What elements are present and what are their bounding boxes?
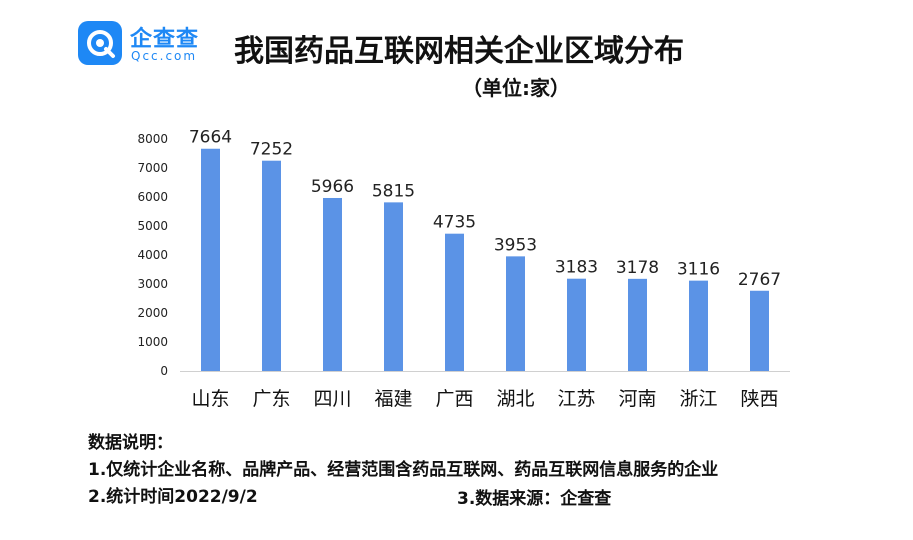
x-tick-label: 广东 — [252, 388, 290, 410]
notes-line-3: 3.数据来源：企查查 — [457, 489, 612, 509]
magnifier-q-icon — [78, 21, 122, 65]
data-notes: 数据说明： 1.仅统计企业名称、品牌产品、经营范围含药品互联网、药品互联网信息服… — [88, 430, 718, 511]
y-tick-label: 1000 — [137, 335, 168, 349]
data-label: 5815 — [372, 181, 415, 201]
y-tick-label: 3000 — [137, 277, 168, 291]
bar — [750, 290, 769, 371]
data-label: 4735 — [433, 213, 476, 233]
logo-domain: Qcc.com — [131, 49, 198, 63]
bar — [384, 202, 403, 371]
data-label: 3178 — [616, 258, 659, 278]
data-label: 7252 — [250, 140, 293, 160]
qcc-logo: 企查查 Qcc.com — [78, 18, 218, 68]
data-label: 3116 — [677, 260, 720, 280]
logo-name: 企查查 — [130, 27, 200, 52]
notes-heading: 数据说明： — [88, 433, 173, 453]
data-label: 5966 — [311, 177, 354, 197]
x-tick-label: 山东 — [191, 388, 229, 410]
bar — [445, 233, 464, 371]
x-tick-label: 四川 — [313, 388, 351, 410]
notes-line-1: 1.仅统计企业名称、品牌产品、经营范围含药品互联网、药品互联网信息服务的企业 — [88, 460, 719, 480]
chart-title: 我国药品互联网相关企业区域分布 — [234, 34, 684, 69]
x-tick-label: 江苏 — [557, 388, 595, 410]
x-tick-label: 福建 — [374, 388, 412, 410]
x-tick-label: 广西 — [435, 388, 473, 410]
data-label: 7664 — [189, 128, 232, 148]
unit-label: （单位:家） — [462, 76, 570, 100]
y-tick-label: 4000 — [137, 248, 168, 262]
y-tick-label: 2000 — [137, 306, 168, 320]
bar — [689, 280, 708, 371]
data-label: 3953 — [494, 235, 537, 255]
bar — [323, 197, 342, 371]
bar — [201, 148, 220, 371]
x-tick-label: 陕西 — [740, 388, 778, 410]
data-label: 3183 — [555, 258, 598, 278]
y-tick-label: 8000 — [137, 132, 168, 146]
bar — [628, 278, 647, 371]
notes-line-2: 2.统计时间2022/9/2 — [88, 487, 258, 507]
y-tick-label: 6000 — [137, 190, 168, 204]
y-tick-label: 5000 — [137, 219, 168, 233]
data-label: 2767 — [738, 270, 781, 290]
x-tick-label: 浙江 — [679, 388, 717, 410]
y-tick-label: 7000 — [137, 161, 168, 175]
bar — [567, 278, 586, 371]
x-tick-label: 湖北 — [496, 388, 534, 410]
y-tick-label: 0 — [160, 364, 168, 378]
x-tick-label: 河南 — [618, 388, 656, 410]
bar — [262, 160, 281, 371]
bar-chart: 0 1000 2000 3000 4000 5000 6000 7000 8000 7664 山东 7… — [137, 128, 790, 410]
bar — [506, 256, 525, 371]
